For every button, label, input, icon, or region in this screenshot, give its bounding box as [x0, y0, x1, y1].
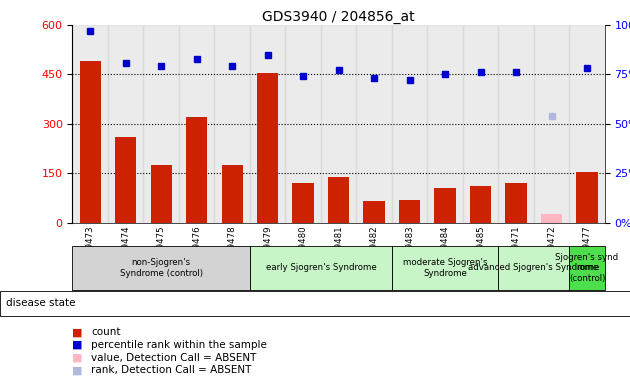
Bar: [534, 25, 570, 223]
Bar: [399, 200, 420, 223]
Bar: [186, 117, 207, 223]
Text: non-Sjogren's
Syndrome (control): non-Sjogren's Syndrome (control): [120, 258, 203, 278]
Bar: [541, 215, 562, 223]
Bar: [576, 172, 598, 223]
Text: ■: ■: [72, 327, 83, 337]
Bar: [463, 25, 498, 223]
Bar: [505, 183, 527, 223]
Text: percentile rank within the sample: percentile rank within the sample: [91, 340, 267, 350]
Text: value, Detection Call = ABSENT: value, Detection Call = ABSENT: [91, 353, 257, 362]
Bar: [250, 25, 285, 223]
Bar: [257, 73, 278, 223]
Bar: [214, 25, 250, 223]
Bar: [470, 187, 491, 223]
Bar: [364, 201, 385, 223]
Bar: [285, 25, 321, 223]
Bar: [570, 25, 605, 223]
Bar: [72, 25, 108, 223]
Bar: [144, 25, 179, 223]
Bar: [179, 25, 214, 223]
Bar: [328, 177, 349, 223]
Text: advanced Sjogren's Syndrome: advanced Sjogren's Syndrome: [468, 263, 600, 272]
Text: ■: ■: [72, 340, 83, 350]
Text: moderate Sjogren's
Syndrome: moderate Sjogren's Syndrome: [403, 258, 488, 278]
Text: Sjogren's synd
rome
(control): Sjogren's synd rome (control): [556, 253, 619, 283]
Bar: [79, 61, 101, 223]
Bar: [321, 25, 357, 223]
Bar: [292, 183, 314, 223]
Text: disease state: disease state: [6, 298, 76, 308]
Text: ■: ■: [72, 365, 83, 375]
Bar: [151, 165, 172, 223]
Bar: [392, 25, 427, 223]
Bar: [108, 25, 144, 223]
Text: count: count: [91, 327, 121, 337]
Text: ■: ■: [72, 353, 83, 362]
Text: rank, Detection Call = ABSENT: rank, Detection Call = ABSENT: [91, 365, 252, 375]
Bar: [498, 25, 534, 223]
Bar: [435, 188, 455, 223]
Bar: [357, 25, 392, 223]
Bar: [115, 137, 136, 223]
Title: GDS3940 / 204856_at: GDS3940 / 204856_at: [262, 10, 415, 24]
Bar: [427, 25, 463, 223]
Text: early Sjogren's Syndrome: early Sjogren's Syndrome: [265, 263, 376, 272]
Bar: [222, 165, 243, 223]
